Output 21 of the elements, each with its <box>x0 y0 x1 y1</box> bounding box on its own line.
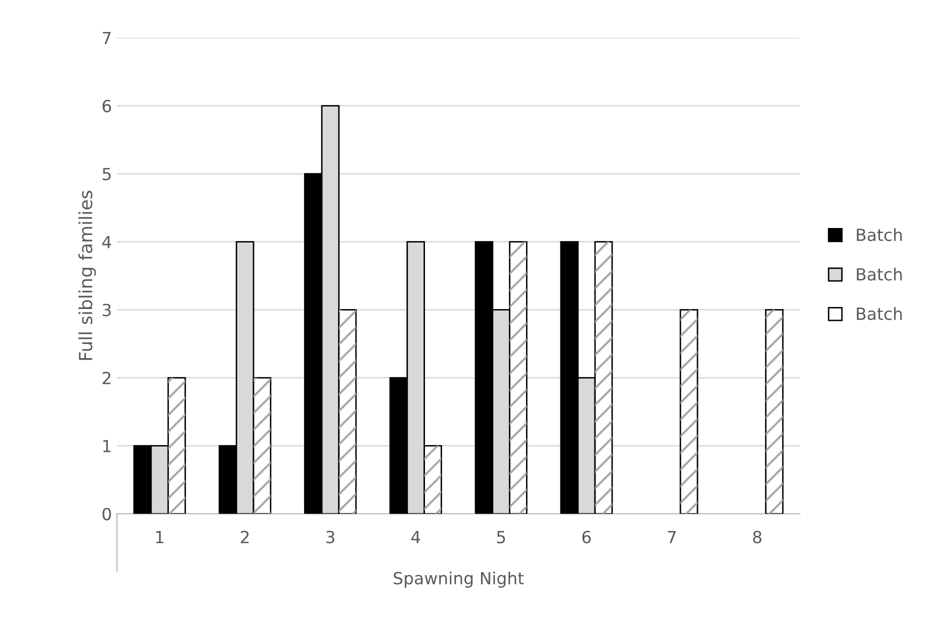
y-tick-label: 5 <box>102 168 111 180</box>
y-tick-label: 0 <box>102 508 111 520</box>
x-tick-label: 3 <box>326 530 334 544</box>
y-tick-label: 1 <box>103 440 111 452</box>
x-tick-label: 4 <box>411 530 420 544</box>
x-tick-label: 2 <box>240 530 249 544</box>
y-axis-title: Full sibling families <box>78 190 96 360</box>
y-tick-label: 3 <box>102 304 111 316</box>
x-tick-label: 8 <box>753 530 762 544</box>
x-tick-label: 5 <box>497 530 505 544</box>
legend-label: Batch <box>856 307 902 320</box>
x-tick-label: 7 <box>668 530 676 544</box>
x-tick-label: 6 <box>582 530 591 544</box>
y-tick-label: 2 <box>102 372 110 384</box>
legend-label: Batch <box>856 268 902 281</box>
legend-label: Batch <box>856 228 902 242</box>
y-tick-label: 7 <box>102 32 111 44</box>
y-tick-label: 4 <box>102 236 112 248</box>
x-tick-label: 1 <box>156 530 164 544</box>
y-tick-label: 6 <box>102 100 112 112</box>
x-axis-title: Spawning Night <box>394 572 524 588</box>
